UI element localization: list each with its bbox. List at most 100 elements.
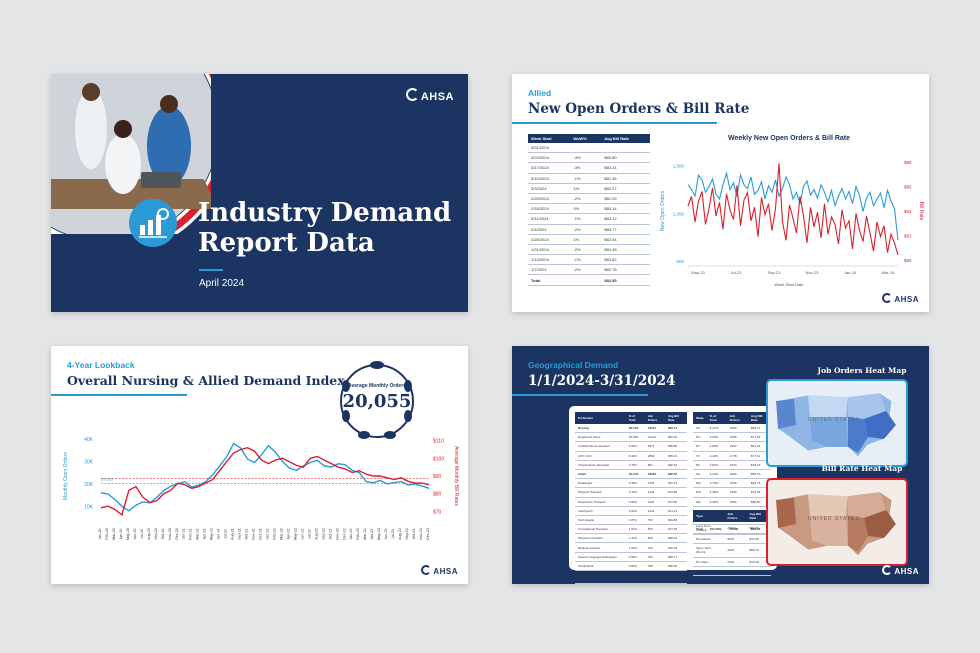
table-cell: $82.27	[601, 183, 650, 194]
table-cell: $78.22	[747, 460, 771, 470]
table-header-cell: Job Orders	[724, 510, 747, 522]
table-row: Respiratory Therapist 2.84% 1140 $71.56	[575, 497, 687, 507]
bill-rate-heat-map[interactable]: UNITED STATES	[766, 478, 908, 566]
profession-table: Profession% of Total Job Orders Avg Bill R…	[575, 412, 687, 584]
slide-demand-index[interactable]: 4-Year Lookback Overall Nursing & Allied…	[51, 346, 468, 584]
table-cell: 1.87%	[625, 515, 645, 526]
table-cell: $82.64	[601, 234, 650, 245]
x-tick-label: Jun-22	[300, 529, 304, 540]
x-tick-label: Nov-23	[806, 270, 820, 275]
table-cell: 1.02%	[625, 542, 645, 553]
table-header-cell: WoW%	[570, 134, 602, 143]
type-table: Type Job Orders Avg Bill Rate Long Term (Tr…	[693, 510, 771, 576]
table-cell: $55.20	[665, 451, 687, 461]
table-row: WA 3.45% 1386 $86.50	[693, 497, 771, 507]
table-cell: 2/18/2024	[528, 203, 571, 215]
table-cell: 285	[644, 570, 666, 584]
table-cell: 650	[644, 524, 666, 535]
table-cell: $83.12	[601, 213, 650, 225]
table-cell: $77.11	[747, 451, 771, 461]
table-cell: -2%	[570, 224, 602, 235]
job-orders-heat-map[interactable]: UNITED STATES	[766, 379, 908, 467]
table-cell: 4.90%	[706, 432, 727, 443]
table-cell: 338	[644, 561, 666, 572]
series-line-0	[100, 442, 430, 512]
table-row: Open Term (Perm) 4216 $80.12	[693, 543, 771, 558]
x-tick-label: Jul-21	[224, 529, 228, 539]
x-tick-label: Nov-20	[168, 528, 172, 540]
table-cell: 3/17/2024	[528, 162, 571, 174]
table-cell: 3.45%	[706, 497, 727, 507]
slide-kicker: Allied	[528, 88, 552, 98]
us-map-blue	[775, 392, 897, 458]
table-row: Nursing 48.74% 21124 $84.17	[575, 424, 687, 434]
x-tick-label: Jul-23	[391, 529, 395, 539]
badge-label: Average Monthly Orders	[348, 383, 406, 389]
table-cell: $80.80	[601, 152, 650, 164]
table-cell: -2%	[570, 193, 602, 205]
y-tick-label: 500	[676, 259, 684, 264]
table-row: 1/14/2024 -1% $83.62	[528, 254, 650, 266]
x-tick-label: Sep-23	[768, 270, 782, 275]
table-cell: 1932	[726, 441, 748, 452]
cover-title-line2: Report Data	[198, 228, 375, 258]
ahsa-logo: AHSA	[405, 88, 454, 103]
average-badge-ring	[340, 361, 414, 439]
y2-axis-label: Average Monthly Bill Rates	[453, 446, 459, 506]
x-tick-label: Feb-21	[189, 528, 193, 539]
table-cell: 1533	[726, 460, 748, 470]
y2-tick-label: $110	[433, 439, 444, 445]
table-cell: 1%	[570, 183, 602, 194]
table-row: AZ 3.74% 1500 $85.70	[693, 469, 771, 480]
x-tick-label: Mar-22	[279, 528, 283, 539]
table-row: Permanent 5521 $72.35	[693, 534, 771, 545]
table-row: Physician Assistant 1.31% 526 $98.40	[575, 533, 687, 544]
x-tick-label: Jan-24	[844, 270, 857, 275]
table-cell: 28112	[724, 522, 747, 536]
table-cell: $84.60	[746, 522, 771, 536]
table-row: Per Diem 2341 $79.40	[693, 557, 771, 567]
x-tick-label: May-22	[293, 528, 297, 540]
x-tick-label: May-21	[210, 528, 214, 540]
table-cell: Registered Nurse	[575, 432, 626, 443]
x-tick-label: Aug-20	[147, 528, 151, 540]
slide-allied-open-orders[interactable]: Allied New Open Orders & Bill Rate Week …	[512, 74, 929, 312]
x-tick-label: Jun-23	[384, 529, 388, 540]
x-tick-label: Nov-23	[419, 528, 423, 540]
table-cell: 6.42%	[625, 451, 645, 461]
table-cell: $83.24	[601, 162, 650, 174]
x-tick-label: Sep-20	[154, 528, 158, 540]
table-row: 1/28/2024 1% $82.64	[528, 234, 650, 245]
allied-week-table: Week Start WoW% Avg Bill Rate 3/31/2024 3/2…	[528, 134, 650, 286]
table-cell: $72.35	[665, 524, 687, 535]
table-cell: $52.60	[665, 561, 687, 572]
badge-value: 20,055	[342, 391, 412, 412]
slide-title: New Open Orders & Bill Rate	[528, 101, 750, 117]
table-cell: 25.29%	[625, 432, 645, 443]
table-row: 3/24/2024 -3% $80.80	[528, 152, 650, 164]
y-axis-label: New Open Orders	[660, 190, 666, 231]
x-tick-label: Jul-23	[731, 270, 743, 275]
table-cell: 0.84%	[625, 561, 645, 572]
slide-industry-demand-cover[interactable]: AHSA Industry Demand Report Data April 2…	[51, 74, 468, 312]
table-cell: $83.39	[746, 566, 771, 576]
table-header-cell: State	[693, 412, 707, 424]
x-tick-label: Jan-22	[265, 529, 269, 540]
x-tick-label: Sep-23	[405, 528, 409, 540]
table-cell: 394	[644, 552, 666, 562]
x-tick-label: Mar-23	[363, 528, 367, 539]
title-underline	[512, 394, 648, 396]
table-header-cell: Avg Bill Rate	[665, 412, 687, 424]
x-tick-label: Jan-20	[98, 529, 102, 540]
table-cell: $83.62	[601, 254, 650, 266]
y-tick-label: 40K	[84, 437, 94, 443]
table-cell: PA	[693, 460, 707, 470]
y-axis-label: Monthly Open Orders	[63, 452, 69, 500]
table-cell: 2/25/2024	[528, 193, 571, 205]
slide-geographical-demand[interactable]: Geographical Demand 1/1/2024-3/31/2024 P…	[512, 346, 929, 584]
x-tick-label: Feb-22	[272, 528, 276, 539]
table-cell: $72.35	[746, 534, 771, 545]
table-cell: 3.46%	[706, 487, 727, 498]
cover-date: April 2024	[199, 278, 245, 289]
table-cell: 1/28/2024	[528, 234, 571, 245]
